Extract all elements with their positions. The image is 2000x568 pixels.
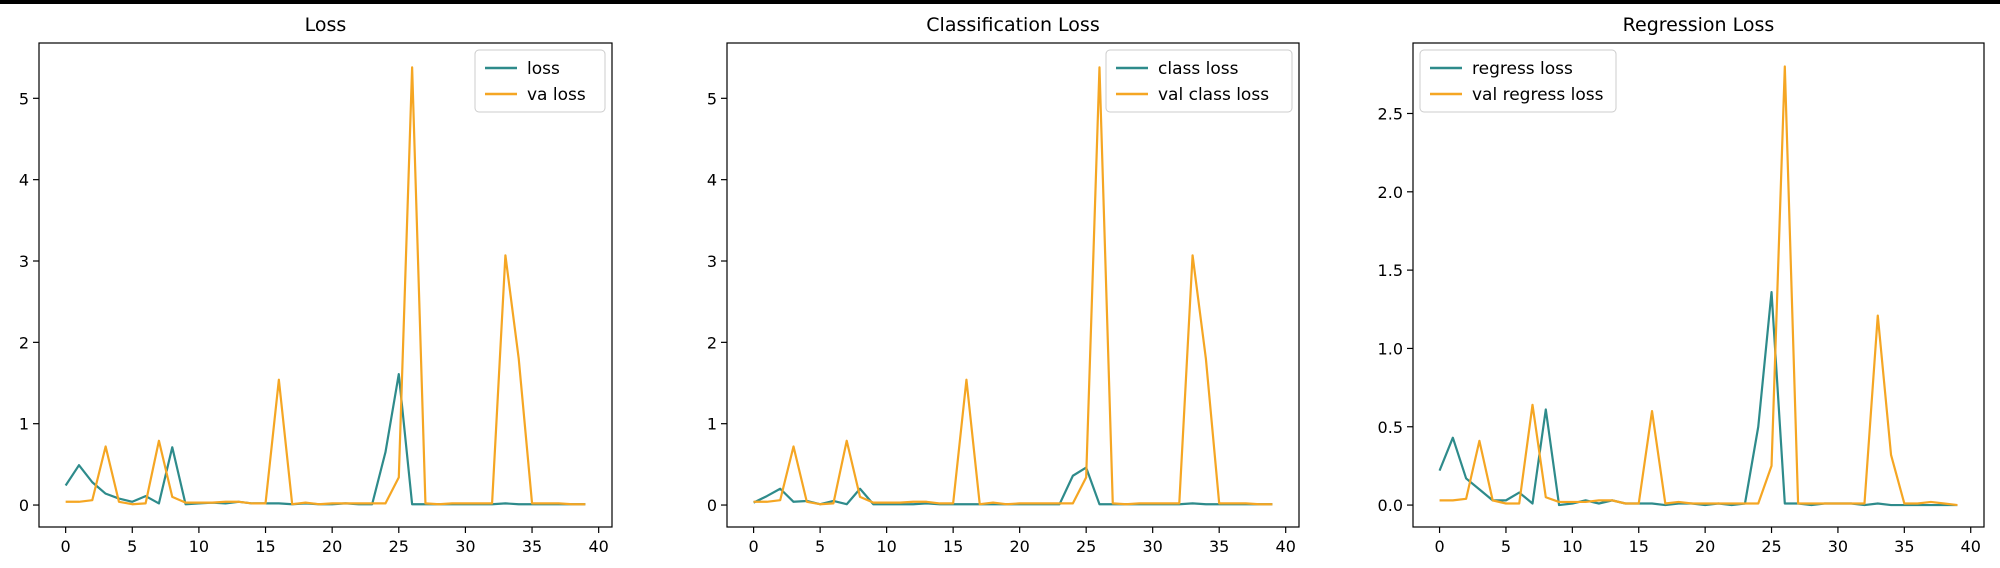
x-tick-label: 35 [1894,537,1914,556]
series-line-2 [65,66,586,506]
chart-title: Classification Loss [926,14,1099,36]
x-tick-label: 20 [1009,537,1029,556]
y-tick-label: 1 [19,415,29,434]
plot-frame [726,42,1300,528]
plot-frame [1412,42,1985,528]
x-tick-label: 40 [588,537,608,556]
x-tick-label: 15 [255,537,275,556]
y-tick-label: 4 [19,171,29,190]
chart-legend: regress loss val regress loss [1419,49,1617,113]
x-tick-label: 5 [127,537,137,556]
chart-panel-3: Regression Loss 0 5 10 15 20 25 30 35 40 0.0 0.5 1.0… [1378,14,1985,556]
x-tick-label: 40 [1961,537,1981,556]
y-tick-label: 1.0 [1378,339,1403,358]
y-tick-label: 3 [707,252,717,271]
y-tick-label: 2 [707,333,717,352]
y-tick-label: 5 [707,89,717,108]
x-tick-label: 20 [1695,537,1715,556]
x-tick-label: 30 [1142,537,1162,556]
legend-box [474,49,606,113]
x-tick-label: 5 [1501,537,1511,556]
y-tick-label: 3 [19,252,29,271]
figure-canvas: Loss 0 5 10 15 20 25 30 35 40 0 1 2 3 4 5 loss va loss Cla… [0,4,2000,568]
y-tick-label: 5 [19,89,29,108]
x-tick-label: 10 [189,537,209,556]
chart-legend: loss va loss [474,49,606,113]
chart-title: Loss [305,14,347,36]
series-line-1 [753,466,1273,506]
x-tick-label: 20 [322,537,342,556]
legend-label: val class loss [1158,85,1269,105]
legend-label: loss [527,59,560,79]
chart-legend: class loss val class loss [1105,49,1293,113]
y-tick-label: 2.5 [1378,104,1403,123]
series-line-2 [1439,65,1958,507]
y-tick-label: 2 [19,333,29,352]
y-tick-label: 4 [707,171,717,190]
y-tick-label: 0 [19,496,29,515]
legend-label: val regress loss [1472,85,1604,105]
y-tick-label: 0.0 [1378,496,1403,515]
chart-panel-1: Loss 0 5 10 15 20 25 30 35 40 0 1 2 3 4 5 loss va loss [19,14,613,556]
y-tick-label: 0.5 [1378,418,1403,437]
legend-label: va loss [527,85,586,105]
x-tick-label: 0 [61,537,71,556]
x-tick-label: 30 [1828,537,1848,556]
x-tick-label: 25 [1761,537,1781,556]
y-tick-label: 1.5 [1378,261,1403,280]
legend-label: regress loss [1472,59,1573,79]
x-tick-label: 10 [1562,537,1582,556]
chart-title: Regression Loss [1623,14,1775,36]
x-tick-label: 25 [1076,537,1096,556]
x-tick-label: 0 [1434,537,1444,556]
series-line-2 [753,66,1273,506]
x-tick-label: 35 [522,537,542,556]
plot-frame [38,42,613,528]
legend-box [1419,49,1617,113]
x-tick-label: 15 [943,537,963,556]
x-tick-label: 5 [815,537,825,556]
y-tick-label: 2.0 [1378,183,1403,202]
series-line-1 [64,372,586,506]
chart-panel-2: Classification Loss 0 5 10 15 20 25 30 35 40 0 1 2 3 4… [707,14,1300,556]
legend-box [1105,49,1293,113]
y-tick-label: 0 [707,496,717,515]
x-tick-label: 35 [1209,537,1229,556]
x-tick-label: 10 [876,537,896,556]
x-tick-label: 30 [455,537,475,556]
x-tick-label: 0 [749,537,759,556]
x-tick-label: 25 [389,537,409,556]
x-tick-label: 40 [1276,537,1296,556]
x-tick-label: 15 [1629,537,1649,556]
series-line-1 [1438,290,1958,507]
y-tick-label: 1 [707,415,717,434]
legend-label: class loss [1158,59,1239,79]
